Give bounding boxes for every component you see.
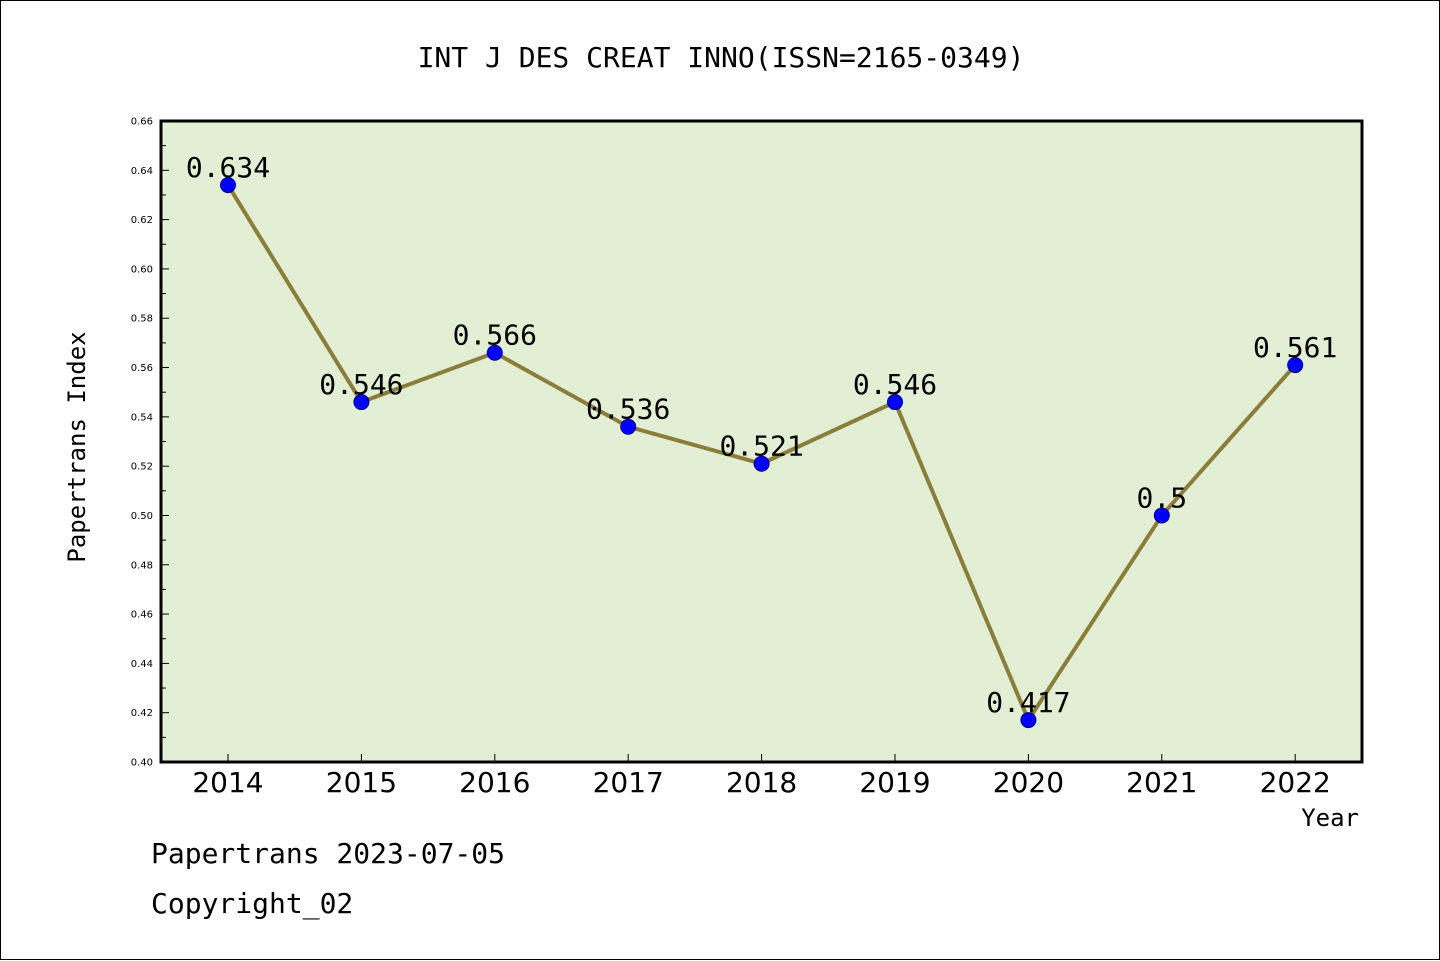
x-axis: 2014 2015 2016 2017 2018 2019 2020 2021 2022 (192, 754, 1331, 799)
data-point (486, 344, 503, 361)
y-tick-label: 0.62 (131, 215, 153, 226)
data-point (1153, 507, 1170, 524)
x-tick-label: 2016 (459, 766, 530, 799)
plot-area (159, 119, 1364, 764)
data-label: 0.566 (453, 319, 537, 352)
y-tick-label: 0.60 (131, 264, 153, 275)
data-label: 0.634 (186, 151, 270, 184)
x-tick-label: 2021 (1126, 766, 1197, 799)
y-axis: 0.40 0.42 0.44 0.46 0.48 0.50 0.52 0.54 0.56 0.58… (131, 117, 169, 769)
x-tick-label: 2019 (859, 766, 930, 799)
data-point (887, 394, 903, 411)
data-point (353, 394, 370, 411)
x-tick-label: 2018 (726, 766, 797, 799)
data-labels: 0.634 0.546 0.566 0.536 0.521 0.546 0.417 0.5 0.… (186, 151, 1337, 719)
y-tick-label: 0.44 (131, 659, 153, 670)
y-tick-label: 0.58 (131, 314, 153, 325)
data-point (1020, 712, 1037, 729)
data-point (753, 455, 770, 472)
x-tick-label: 2015 (326, 766, 397, 799)
y-tick-label: 0.40 (131, 758, 153, 769)
data-point (220, 177, 236, 194)
y-tick-label: 0.42 (131, 708, 153, 719)
data-label: 0.417 (986, 686, 1070, 719)
y-tick-label: 0.48 (131, 560, 153, 571)
y-axis-label: Papertrans Index (63, 331, 91, 562)
y-tick-label: 0.46 (131, 610, 153, 621)
data-label: 0.521 (719, 430, 803, 463)
source-date-text: Papertrans 2023-07-05 (151, 837, 506, 870)
x-tick-label: 2014 (192, 766, 263, 799)
data-label: 0.5 (1137, 481, 1188, 514)
y-tick-label: 0.50 (131, 511, 153, 522)
series-layer (220, 177, 1304, 729)
y-tick-label: 0.52 (131, 462, 153, 473)
data-label: 0.561 (1253, 331, 1337, 364)
data-point (620, 418, 637, 435)
x-axis-label: Year (1301, 804, 1359, 832)
y-tick-label: 0.64 (131, 166, 153, 177)
x-tick-label: 2022 (1260, 766, 1331, 799)
data-label: 0.546 (853, 368, 937, 401)
chart-title: INT J DES CREAT INNO(ISSN=2165-0349) (418, 41, 1025, 74)
y-tick-label: 0.56 (131, 363, 153, 374)
data-label: 0.546 (319, 368, 403, 401)
x-tick-label: 2017 (593, 766, 664, 799)
data-label: 0.536 (586, 393, 670, 426)
y-tick-label: 0.66 (131, 117, 153, 128)
data-point (1287, 357, 1304, 374)
y-tick-label: 0.54 (131, 412, 153, 423)
copyright-text: Copyright_02 (151, 887, 354, 920)
x-tick-label: 2020 (993, 766, 1064, 799)
